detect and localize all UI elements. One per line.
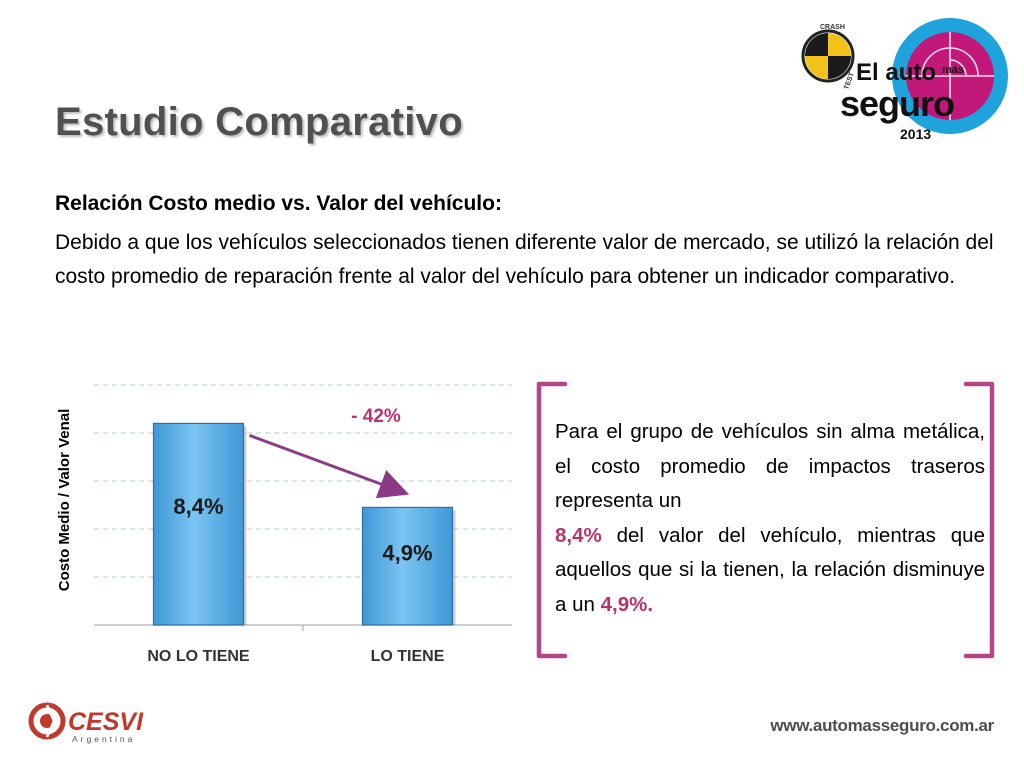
subtitle: Relación Costo medio vs. Valor del vehíc…	[55, 192, 502, 215]
bar-value-label: 4,9%	[382, 540, 432, 565]
bar-value-label: 8,4%	[173, 494, 223, 519]
badge-crash-text: CRASH	[820, 24, 845, 31]
callout-highlight-1: 8,4%	[555, 523, 602, 547]
cesvi-name-text: CESVI	[68, 708, 144, 736]
logo-year-text: 2013	[900, 126, 931, 142]
logo-line2-text: seguro	[840, 83, 954, 124]
category-label: LO TIENE	[371, 648, 445, 665]
callout-text: Para el grupo de vehículos sin alma metá…	[555, 415, 985, 622]
intro-paragraph: Debido a que los vehículos seleccionados…	[55, 231, 994, 288]
bar-2	[361, 506, 454, 626]
callout-text-1: Para el grupo de vehículos sin alma metá…	[555, 420, 985, 512]
left-bracket	[536, 381, 568, 659]
category-label: NO LO TIENE	[147, 648, 250, 665]
bar-chart: 8,4% NO LO TIENE 4,9% LO TIENE Costo Medio …	[56, 384, 512, 665]
decrease-arrow	[248, 433, 410, 499]
slide-title: Estudio Comparativo	[55, 100, 463, 144]
logo-mas-text: más	[942, 64, 964, 76]
logo-line1-text: El auto	[856, 59, 936, 86]
el-auto-mas-seguro-logo: CRASH TEST El auto más seguro 2013	[801, 18, 1008, 142]
callout-text-2: del valor del vehículo, mientras que aqu…	[555, 523, 985, 616]
decrease-annotation: - 42%	[351, 406, 401, 427]
cesvi-logo: CESVI Argentina	[28, 702, 144, 744]
right-bracket	[963, 381, 995, 659]
callout-highlight-2: 4,9%.	[600, 592, 654, 616]
cesvi-sub-text: Argentina	[72, 734, 135, 744]
website-url: www.automasseguro.com.ar	[770, 716, 994, 735]
bar-1	[152, 422, 245, 626]
y-axis-label: Costo Medio / Valor Venal	[56, 409, 73, 592]
